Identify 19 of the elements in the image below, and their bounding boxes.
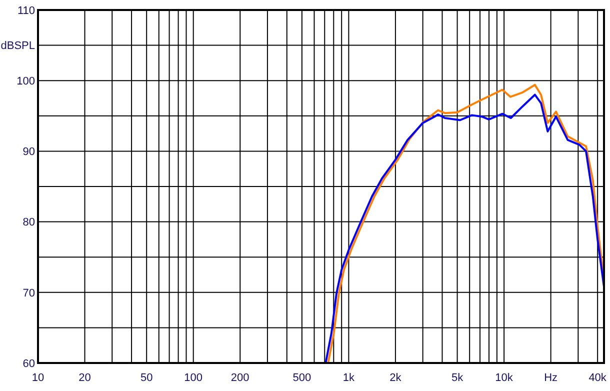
x-tick-label: 200 [230, 372, 250, 384]
x-tick-label: 100 [184, 372, 203, 384]
x-tick-label: 10k [495, 372, 514, 384]
x-tick-label: 1k [342, 372, 355, 384]
x-tick-label: 20 [78, 372, 91, 384]
x-tick-label: Hz [544, 372, 558, 384]
x-tick-label: 5k [451, 372, 464, 384]
y-tick-label: 70 [22, 287, 35, 300]
y-tick-label: dBSPL [0, 40, 35, 52]
x-tick-label: 500 [292, 372, 312, 384]
x-tick-label: 50 [140, 372, 153, 384]
x-tick-label: 10 [32, 372, 44, 384]
y-tick-label: 60 [22, 358, 35, 370]
y-tick-label: 110 [17, 4, 35, 17]
x-tick-label: 2k [390, 372, 402, 384]
y-tick-label: 80 [22, 216, 35, 229]
y-tick-label: 100 [16, 75, 35, 88]
y-tick-label: 90 [22, 146, 35, 158]
x-tick-label: 40k [588, 372, 607, 384]
